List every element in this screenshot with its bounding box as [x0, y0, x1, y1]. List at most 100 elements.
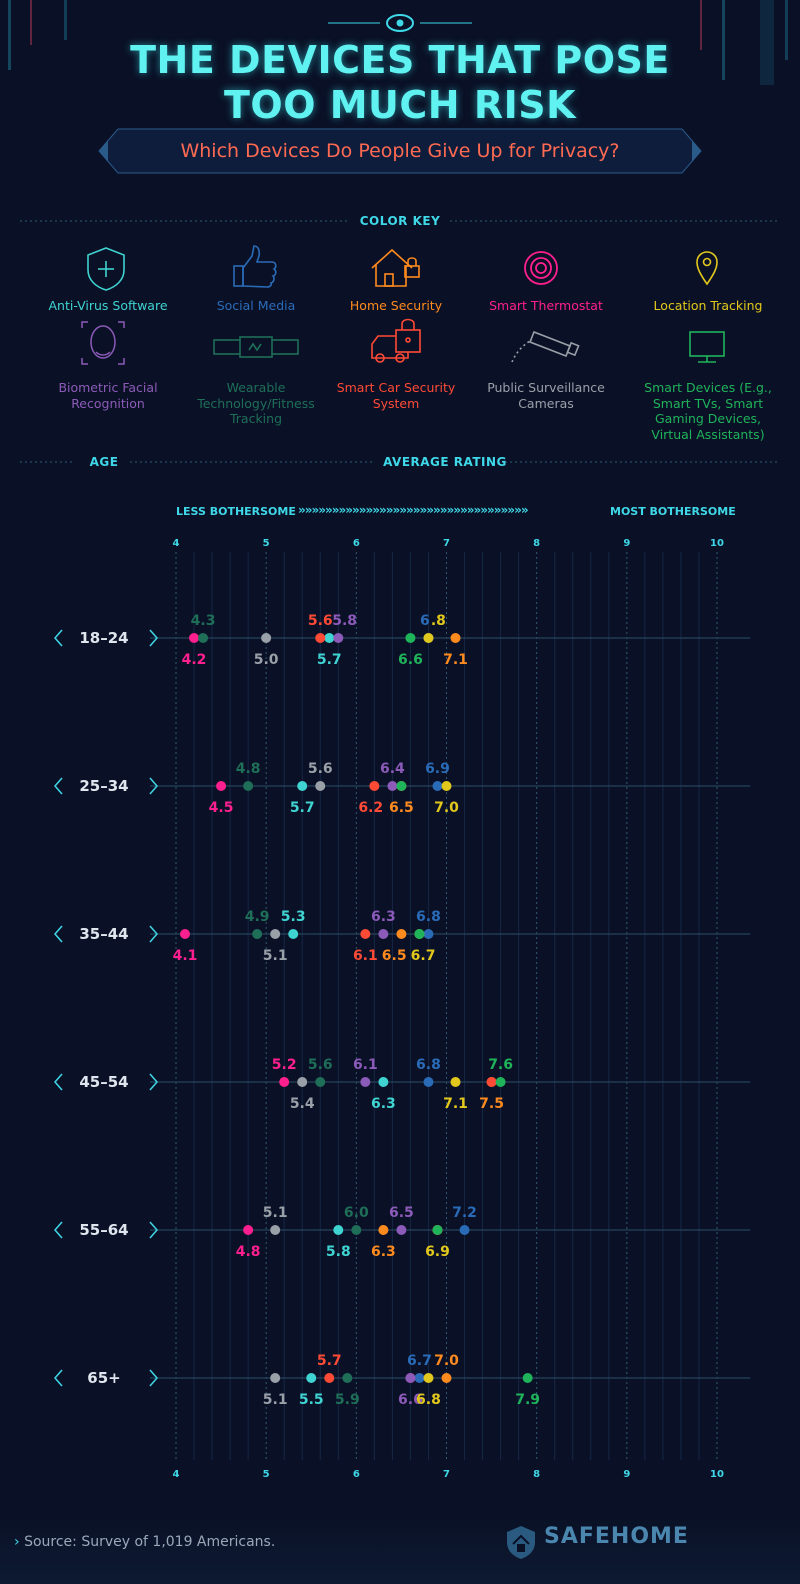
- data-label: 4.8: [236, 1244, 261, 1260]
- data-label: 6.5: [389, 1205, 414, 1221]
- data-label: 7.1: [443, 652, 468, 668]
- data-label: 5.7: [317, 652, 342, 668]
- data-point: [315, 633, 326, 643]
- data-point: [450, 633, 461, 643]
- data-label: 6.1: [353, 948, 378, 964]
- data-point: [405, 633, 416, 643]
- data-label: 7.2: [452, 1205, 477, 1221]
- data-label: 4.3: [191, 613, 216, 629]
- x-tick-label-bottom: 7: [443, 1469, 450, 1480]
- x-tick-label-top: 5: [263, 538, 270, 549]
- rating-header: AVERAGE RATING: [383, 455, 507, 469]
- chevron-left-icon: [54, 1073, 63, 1091]
- face-scan-icon: [81, 321, 125, 365]
- data-label: 6.3: [371, 909, 396, 925]
- brand-logo: SAFEHOME: [544, 1524, 689, 1549]
- data-point: [441, 1373, 452, 1383]
- data-point: [279, 1077, 290, 1087]
- security-camera-icon: [511, 330, 580, 363]
- data-label: .8: [431, 613, 446, 629]
- chevron-right-icon: [149, 777, 158, 795]
- data-label: 6.8: [416, 1392, 441, 1408]
- data-label: 6.0: [344, 1205, 369, 1221]
- source-text: Source: Survey of 1,019 Americans.: [24, 1534, 276, 1550]
- data-label: 4.8: [236, 761, 261, 777]
- data-point: [378, 1077, 389, 1087]
- data-point: [450, 1077, 461, 1087]
- data-point: [297, 1077, 308, 1087]
- data-label: 6.5: [389, 800, 414, 816]
- safehome-shield-icon: [507, 1526, 535, 1559]
- data-label: 4.2: [182, 652, 207, 668]
- data-label: 5.1: [263, 1392, 288, 1408]
- header-decoration: [8, 0, 788, 85]
- data-point: [486, 1077, 497, 1087]
- data-point: [333, 633, 344, 643]
- x-tick-label-top: 9: [623, 538, 630, 549]
- data-point: [252, 929, 263, 939]
- data-point: [459, 1225, 470, 1235]
- data-point: [522, 1373, 533, 1383]
- data-label: 7.0: [434, 800, 459, 816]
- data-label: 5.7: [290, 800, 315, 816]
- data-label: 7.0: [434, 1353, 459, 1369]
- data-point: [396, 781, 407, 791]
- data-label: 5.0: [254, 652, 279, 668]
- data-point: [270, 1225, 281, 1235]
- monitor-icon: [689, 331, 725, 363]
- data-point: [315, 781, 326, 791]
- color-key-divider: [20, 220, 780, 222]
- color-key-label: Location Tracking: [653, 298, 763, 313]
- data-point: [378, 929, 389, 939]
- data-label: 6.6: [398, 1392, 423, 1408]
- chevron-right-icon: ›: [14, 1534, 20, 1550]
- data-label: 6.3: [371, 1244, 396, 1260]
- color-key-label: Smart Thermostat: [489, 298, 603, 313]
- data-label: 6.1: [353, 1057, 378, 1073]
- age-label: 65+: [87, 1369, 120, 1387]
- data-point: [216, 781, 227, 791]
- x-tick-label-top: 4: [173, 538, 180, 549]
- chevron-right-icon: [149, 925, 158, 943]
- x-tick-label-top: 7: [443, 538, 450, 549]
- data-label: 6.8: [416, 1057, 441, 1073]
- source-note: › Source: Survey of 1,019 Americans.: [14, 1534, 275, 1550]
- x-tick-label-bottom: 5: [263, 1469, 270, 1480]
- chevron-right-icon: [149, 1221, 158, 1239]
- page-title: THE DEVICES THAT POSE TOO MUCH RISK: [0, 38, 800, 128]
- data-label: 6.9: [425, 1244, 450, 1260]
- age-label: 55–64: [79, 1221, 128, 1239]
- data-label: 5.7: [317, 1353, 342, 1369]
- title-line-1: THE DEVICES THAT POSE: [130, 38, 670, 82]
- data-label: 5.8: [332, 613, 357, 629]
- fitness-band-icon: [213, 336, 299, 358]
- x-tick-label-bottom: 10: [710, 1469, 724, 1480]
- shield-plus-icon: [87, 247, 125, 291]
- color-key-label: Smart Devices (E.g., Smart TVs, Smart Ga…: [644, 380, 772, 442]
- data-point: [270, 929, 281, 939]
- x-tick-label-bottom: 8: [533, 1469, 540, 1480]
- data-label: 5.3: [281, 909, 306, 925]
- data-label: 6.7: [407, 1353, 432, 1369]
- data-point: [405, 1373, 416, 1383]
- age-header: AGE: [89, 455, 119, 469]
- data-label: 4.5: [209, 800, 234, 816]
- data-point: [495, 1077, 506, 1087]
- x-tick-label-bottom: 9: [623, 1469, 630, 1480]
- data-label: 5.8: [326, 1244, 351, 1260]
- direction-arrows: »»»»»»»»»»»»»»»»»»»»»»»»»»»»»»»»»»: [298, 503, 529, 517]
- data-point: [180, 929, 191, 939]
- eye-icon: [386, 14, 414, 32]
- data-label: 5.1: [263, 1205, 288, 1221]
- color-key-label: Home Security: [349, 298, 443, 313]
- thermostat-icon: [524, 251, 558, 285]
- data-point: [243, 1225, 254, 1235]
- data-label: 4.9: [245, 909, 270, 925]
- data-point: [423, 1077, 434, 1087]
- data-point: [189, 633, 200, 643]
- data-label: 5.9: [335, 1392, 360, 1408]
- color-key-title: COLOR KEY: [359, 214, 441, 228]
- color-key-icons: [81, 245, 725, 365]
- data-point: [297, 781, 308, 791]
- subtitle-banner: [98, 128, 702, 174]
